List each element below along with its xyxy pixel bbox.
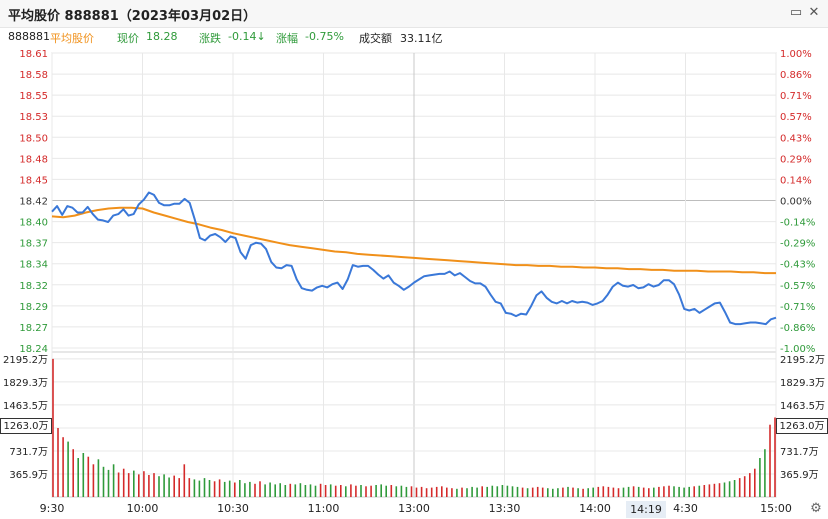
- price-tick-label: 18.32: [19, 281, 48, 292]
- avg-price-line: [51, 206, 776, 275]
- price-tick-label: 18.27: [19, 323, 48, 334]
- time-tick-label: 13:00: [398, 502, 430, 515]
- time-tick-label: 10:30: [217, 502, 249, 515]
- close-icon[interactable]: ✕: [808, 5, 820, 20]
- pct-tick-label: -0.29%: [780, 239, 815, 250]
- volume-tick-label: 1829.3万: [3, 378, 48, 389]
- time-tick-label: 4:30: [673, 502, 698, 515]
- minimize-icon[interactable]: ▭: [789, 5, 803, 20]
- quote-info-bar: 888881 平均股价 现价 18.28 涨跌 -0.14↓ 涨幅 -0.75%…: [0, 28, 828, 46]
- turnover-label: 成交额: [359, 32, 392, 45]
- pct-value: -0.75%: [305, 30, 344, 43]
- price-tick-label: 18.45: [19, 175, 48, 186]
- price-tick-label: 18.50: [19, 133, 48, 144]
- volume-tick-label: 1463.5万: [3, 401, 48, 412]
- pct-tick-label: -0.86%: [780, 323, 815, 334]
- time-tick-label: 9:30: [40, 502, 65, 515]
- volume-tick-label-right: 1829.3万: [780, 378, 825, 389]
- price-line: [51, 191, 777, 326]
- volume-tick-label-right: 365.9万: [780, 470, 819, 481]
- page-title: 平均股价 888881（2023年03月02日）: [8, 9, 257, 24]
- price-label: 现价: [117, 32, 139, 45]
- title-bar: 平均股价 888881（2023年03月02日） ▭ ✕: [0, 0, 828, 28]
- turnover-value: 33.11亿: [400, 32, 443, 45]
- cursor-volume-left: 1263.0万: [0, 418, 52, 434]
- pct-tick-label: -1.00%: [780, 344, 815, 355]
- volume-tick-label: 365.9万: [9, 470, 48, 481]
- price-value: 18.28: [146, 30, 178, 43]
- change-value: -0.14↓: [228, 30, 266, 43]
- cursor-time: 14:19: [626, 501, 666, 518]
- pct-tick-label: 0.14%: [780, 175, 812, 186]
- pct-tick-label: 0.29%: [780, 154, 812, 165]
- pct-tick-label: 0.57%: [780, 112, 812, 123]
- price-tick-label: 18.34: [19, 260, 48, 271]
- gear-icon[interactable]: ⚙: [810, 501, 822, 516]
- time-tick-label: 10:00: [127, 502, 159, 515]
- avg-price-label: 平均股价: [50, 32, 94, 45]
- pct-tick-label: 1.00%: [780, 49, 812, 60]
- change-label: 涨跌: [199, 32, 221, 45]
- price-tick-label: 18.53: [19, 112, 48, 123]
- volume-tick-label: 2195.2万: [3, 355, 48, 366]
- time-tick-label: 15:00: [760, 502, 792, 515]
- price-tick-label: 18.55: [19, 91, 48, 102]
- pct-tick-label: 0.71%: [780, 91, 812, 102]
- index-code: 888881: [8, 30, 50, 43]
- volume-tick-label: 731.7万: [9, 447, 48, 458]
- cursor-volume-right: 1263.0万: [776, 418, 828, 434]
- pct-tick-label: 0.43%: [780, 133, 812, 144]
- price-tick-label: 18.37: [19, 239, 48, 250]
- pct-tick-label: -0.71%: [780, 302, 815, 313]
- pct-label: 涨幅: [276, 32, 298, 45]
- price-tick-label: 18.24: [19, 344, 48, 355]
- pct-tick-label: 0.00%: [780, 197, 812, 208]
- pct-tick-label: -0.57%: [780, 281, 815, 292]
- price-tick-label: 18.42: [19, 197, 48, 208]
- price-tick-label: 18.29: [19, 302, 48, 313]
- volume-tick-label-right: 1463.5万: [780, 401, 825, 412]
- pct-tick-label: -0.14%: [780, 218, 815, 229]
- pct-tick-label: -0.43%: [780, 260, 815, 271]
- price-tick-label: 18.61: [19, 49, 48, 60]
- time-tick-label: 14:00: [579, 502, 611, 515]
- time-tick-label: 13:30: [489, 502, 521, 515]
- volume-tick-label-right: 731.7万: [780, 447, 819, 458]
- price-tick-label: 18.40: [19, 218, 48, 229]
- pct-tick-label: 0.86%: [780, 70, 812, 81]
- price-tick-label: 18.48: [19, 154, 48, 165]
- price-tick-label: 18.58: [19, 70, 48, 81]
- time-tick-label: 11:00: [308, 502, 340, 515]
- volume-tick-label-right: 2195.2万: [780, 355, 825, 366]
